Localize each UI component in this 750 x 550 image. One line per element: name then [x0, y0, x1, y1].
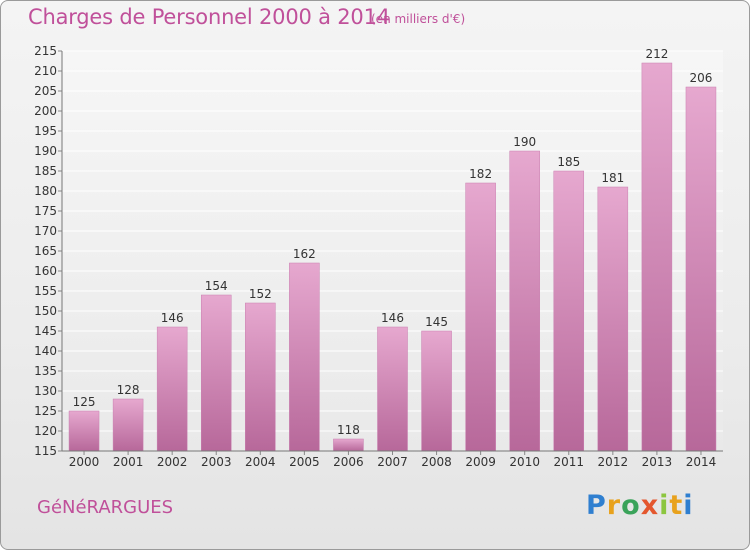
bar — [465, 182, 496, 452]
bar — [685, 86, 717, 452]
data-label: 182 — [469, 167, 492, 181]
logo-letter: i — [659, 490, 670, 521]
x-tick-label: 2006 — [333, 455, 364, 469]
bar — [200, 294, 232, 452]
x-tick-label: 2014 — [686, 455, 717, 469]
bar — [289, 262, 320, 452]
y-tick-label: 160 — [34, 264, 57, 278]
y-tick-label: 115 — [34, 444, 57, 458]
data-label: 154 — [205, 279, 228, 293]
data-label: 152 — [249, 287, 272, 301]
bar — [245, 302, 276, 452]
x-tick-label: 2008 — [421, 455, 452, 469]
commune-name: GéNéRARGUES — [37, 497, 174, 518]
y-tick-label: 155 — [34, 284, 57, 298]
bar — [333, 438, 364, 452]
data-label: 118 — [337, 423, 360, 437]
y-tick-label: 125 — [34, 404, 57, 418]
data-label: 145 — [425, 315, 448, 329]
y-tick-label: 200 — [34, 104, 57, 118]
logo-letter: i — [683, 490, 694, 521]
data-label: 185 — [557, 155, 580, 169]
data-label: 206 — [690, 71, 713, 85]
x-tick-label: 2012 — [598, 455, 629, 469]
chart-title: Charges de Personnel 2000 à 2014 — [28, 5, 390, 29]
x-tick-label: 2003 — [201, 455, 232, 469]
y-tick-label: 140 — [34, 344, 57, 358]
x-tick-label: 2013 — [642, 455, 673, 469]
data-label: 146 — [381, 311, 404, 325]
logo-letter: x — [640, 490, 660, 521]
bar — [156, 326, 188, 452]
data-label: 128 — [117, 383, 140, 397]
data-label: 190 — [513, 135, 536, 149]
bar — [377, 326, 408, 452]
x-tick-label: 2004 — [245, 455, 276, 469]
logo-letter: t — [669, 490, 684, 521]
bar — [553, 170, 585, 452]
logo-letter: P — [586, 490, 607, 521]
x-tick-label: 2001 — [113, 455, 144, 469]
y-tick-label: 195 — [34, 124, 57, 138]
logo-letter: o — [621, 490, 641, 521]
y-tick-label: 205 — [34, 84, 57, 98]
data-label: 162 — [293, 247, 316, 261]
y-tick-label: 165 — [34, 244, 57, 258]
bar — [641, 62, 673, 452]
data-label: 146 — [161, 311, 184, 325]
data-label: 181 — [601, 171, 624, 185]
x-tick-label: 2011 — [553, 455, 584, 469]
y-tick-label: 130 — [34, 384, 57, 398]
data-label: 125 — [73, 395, 96, 409]
y-tick-label: 190 — [34, 144, 57, 158]
chart-subtitle: (en milliers d'€) — [371, 12, 466, 26]
data-label: 212 — [645, 47, 668, 61]
x-tick-label: 2002 — [157, 455, 188, 469]
bar — [509, 150, 540, 452]
y-tick-label: 215 — [34, 44, 57, 58]
y-tick-label: 185 — [34, 164, 57, 178]
bar — [112, 398, 144, 452]
y-tick-label: 170 — [34, 224, 57, 238]
y-tick-label: 180 — [34, 184, 57, 198]
bar — [597, 186, 629, 452]
y-tick-label: 135 — [34, 364, 57, 378]
x-tick-label: 2007 — [377, 455, 408, 469]
logo-letter: r — [606, 490, 622, 521]
y-tick-label: 120 — [34, 424, 57, 438]
bar — [421, 330, 452, 452]
x-tick-label: 2005 — [289, 455, 320, 469]
y-tick-label: 145 — [34, 324, 57, 338]
x-tick-label: 2000 — [69, 455, 100, 469]
bar — [68, 410, 100, 452]
x-tick-label: 2010 — [509, 455, 540, 469]
x-tick-label: 2009 — [465, 455, 496, 469]
y-tick-label: 175 — [34, 204, 57, 218]
y-tick-label: 150 — [34, 304, 57, 318]
y-tick-label: 210 — [34, 64, 57, 78]
proxiti-logo[interactable]: Proxiti — [586, 490, 694, 521]
